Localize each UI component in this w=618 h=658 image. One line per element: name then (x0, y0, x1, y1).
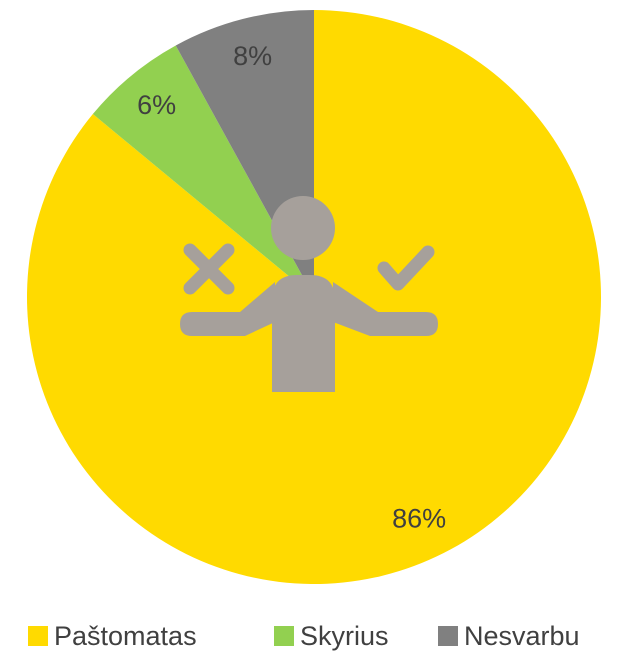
labels: 86% 6% 8% (137, 41, 446, 533)
legend-swatch (274, 626, 294, 646)
legend-label: Skyrius (300, 621, 389, 651)
pie-slice (92, 45, 314, 297)
data-label: 6% (137, 90, 176, 120)
icon-body (272, 275, 335, 392)
icon-left-arm (180, 282, 275, 336)
legend-swatch (28, 626, 48, 646)
legend-label: Paštomatas (54, 621, 197, 651)
data-label: 86% (392, 503, 446, 533)
data-label: 8% (233, 41, 272, 71)
legend: Paštomatas Skyrius Nesvarbu (28, 621, 580, 651)
icon-check (377, 245, 435, 291)
legend-swatch (438, 626, 458, 646)
icon-cross (183, 243, 235, 295)
shrug-icon (180, 196, 438, 392)
icon-right-arm (333, 282, 438, 336)
icon-head (271, 196, 335, 260)
legend-label: Nesvarbu (464, 621, 580, 651)
